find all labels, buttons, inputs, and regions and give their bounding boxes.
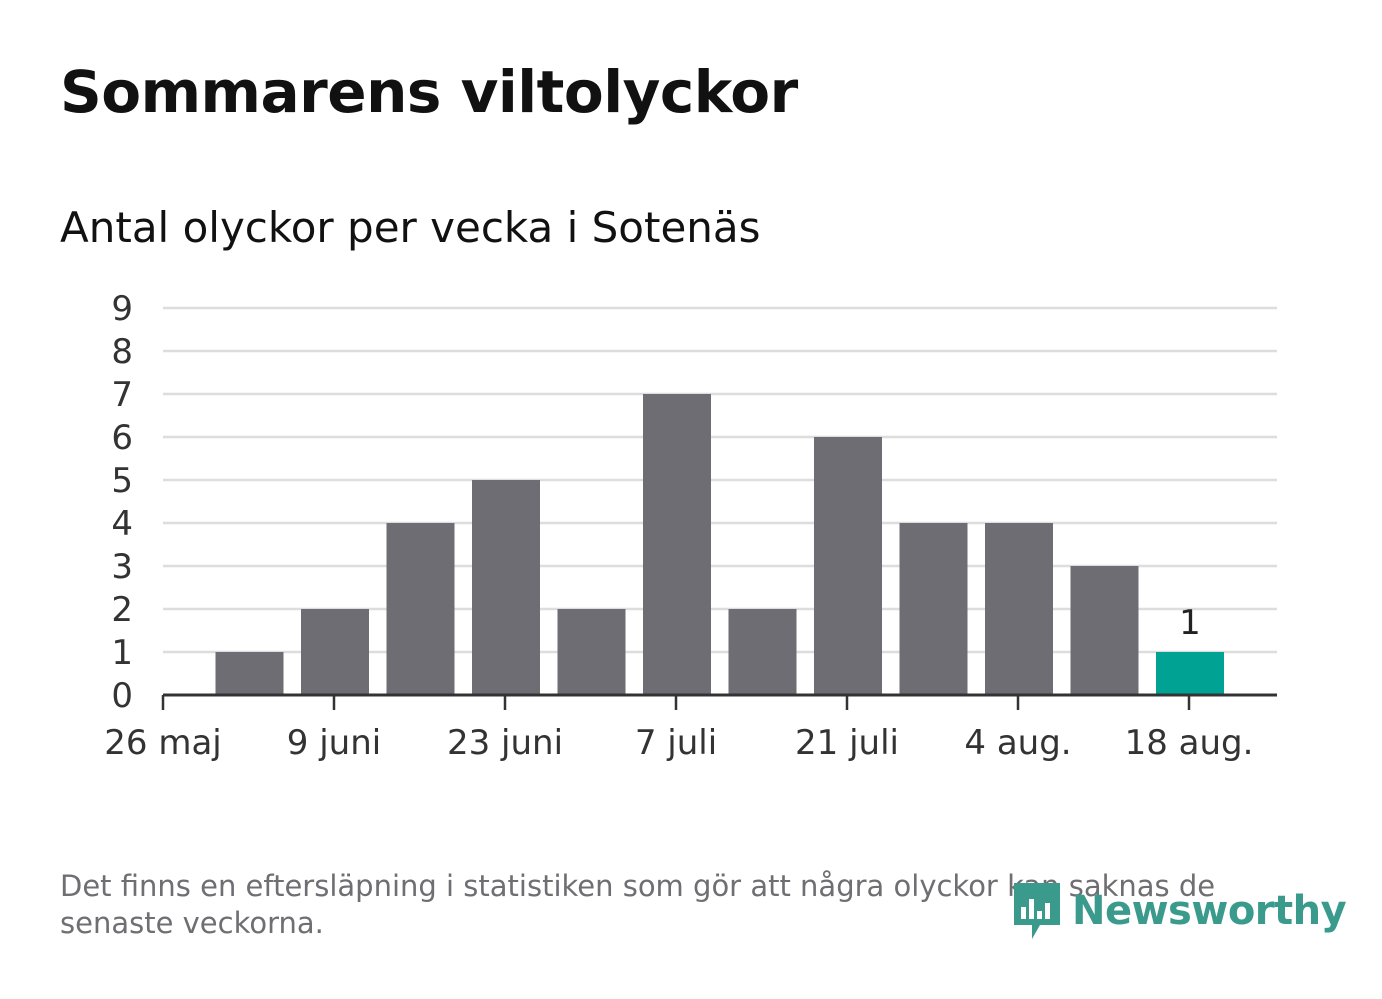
bar-highlight (1156, 652, 1224, 695)
bar (985, 523, 1053, 695)
x-tick-label: 21 juli (795, 723, 899, 763)
chart-title: Sommarens viltolyckor (60, 58, 798, 126)
y-tick-label: 3 (111, 547, 133, 587)
brand-name: Newsworthy (1072, 888, 1347, 934)
brand-logo: Newsworthy (1010, 876, 1347, 946)
bars (215, 394, 1224, 695)
y-tick-label: 4 (111, 504, 133, 544)
bar (557, 609, 626, 695)
x-tick-label: 4 aug. (964, 723, 1071, 763)
bar (301, 609, 369, 695)
bar (814, 437, 882, 695)
data-label: 1 (1179, 603, 1201, 643)
y-tick-label: 9 (111, 289, 133, 329)
bar (215, 652, 284, 695)
axes (161, 693, 1277, 710)
y-tick-label: 5 (111, 461, 133, 501)
y-tick-label: 2 (111, 590, 133, 630)
y-tick-label: 0 (111, 676, 133, 716)
y-tick-label: 1 (111, 633, 133, 673)
gridlines (163, 306, 1277, 654)
x-tick-label: 9 juni (287, 723, 381, 763)
y-tick-label: 6 (111, 418, 133, 458)
y-tick-label: 8 (111, 332, 133, 372)
y-tick-label: 7 (111, 375, 133, 415)
x-tick-label: 23 juni (447, 723, 563, 763)
bar (386, 523, 455, 695)
bar-chart-icon (1014, 883, 1060, 939)
bar (1070, 566, 1139, 695)
x-tick-label: 18 aug. (1125, 723, 1254, 763)
chart-subtitle: Antal olyckor per vecka i Sotenäs (60, 203, 761, 252)
x-tick-label: 26 maj (104, 723, 221, 763)
bar (643, 394, 711, 695)
bar (472, 480, 540, 695)
bar (728, 609, 797, 695)
x-tick-label: 7 juli (635, 723, 717, 763)
bar (899, 523, 968, 695)
